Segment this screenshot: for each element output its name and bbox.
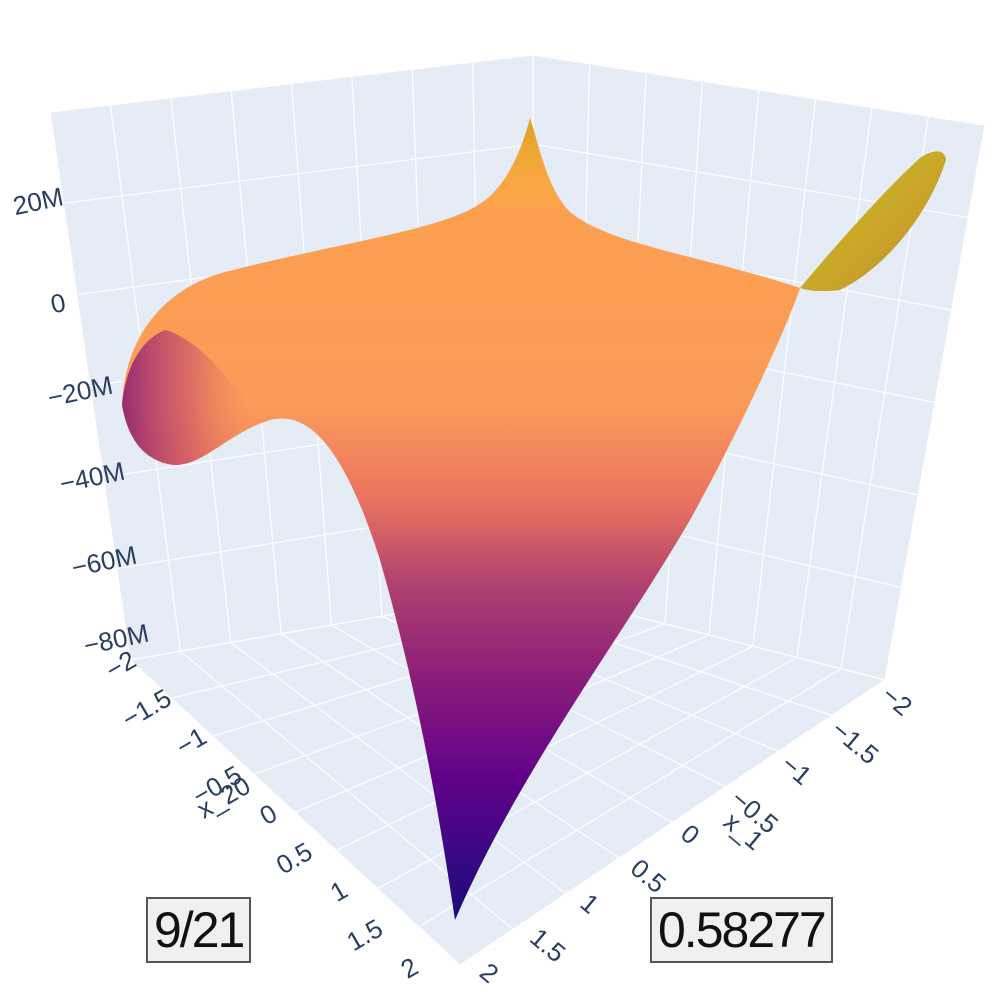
x-tick-label: −2 — [876, 680, 918, 722]
y-tick-label: 1 — [325, 874, 353, 907]
x-tick-label: 1.5 — [524, 922, 571, 968]
surface-main — [122, 118, 800, 920]
y-tick-label: 0 — [254, 798, 282, 831]
z-tick-label: 0 — [48, 287, 68, 319]
y-tick-label: 2 — [395, 951, 423, 984]
x-tick-label: −1.5 — [826, 714, 885, 770]
surface-peak — [478, 118, 570, 214]
floor-gridline — [459, 679, 886, 966]
value-readout-badge: 0.58277 — [650, 897, 833, 963]
x-tick-label: 1 — [575, 887, 605, 919]
surface-right-horn — [800, 151, 946, 292]
y-tick-label: 0.5 — [271, 836, 317, 880]
left-wall-z-gridline — [49, 54, 534, 113]
x-tick-label: −1 — [776, 749, 818, 791]
z-tick-label: 20M — [10, 181, 66, 221]
frame-counter-badge: 9/21 — [146, 897, 252, 963]
y-tick-label: 1.5 — [341, 913, 387, 957]
x-tick-label: 2 — [474, 957, 504, 989]
x-tick-label: 0.5 — [625, 853, 672, 899]
right-wall-z-gridline — [532, 54, 986, 126]
floor-gridline — [418, 668, 842, 928]
left-wall-z-gridline — [63, 143, 534, 204]
x-tick-label: 0 — [675, 818, 705, 850]
surface-left-lobe — [122, 330, 260, 465]
